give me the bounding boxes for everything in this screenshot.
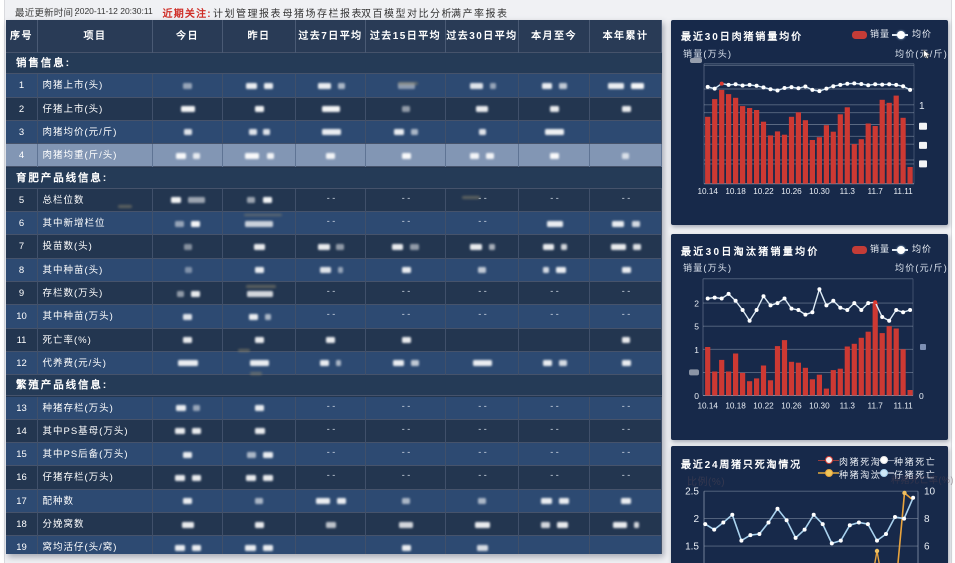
svg-text:2: 2 xyxy=(693,514,699,525)
svg-text:11.3: 11.3 xyxy=(840,402,856,411)
svg-text:10: 10 xyxy=(924,487,936,498)
svg-text:0: 0 xyxy=(919,391,924,401)
svg-text:10.26: 10.26 xyxy=(781,402,802,411)
svg-text:10.18: 10.18 xyxy=(725,187,746,196)
svg-text:1: 1 xyxy=(919,101,925,112)
svg-text:8: 8 xyxy=(924,514,930,525)
svg-text:10.22: 10.22 xyxy=(753,187,774,196)
svg-text:11.11: 11.11 xyxy=(893,187,913,196)
svg-text:11.7: 11.7 xyxy=(868,187,884,196)
svg-text:10.30: 10.30 xyxy=(809,187,830,196)
svg-text:1.5: 1.5 xyxy=(685,542,699,553)
svg-text:10.30: 10.30 xyxy=(809,402,830,411)
svg-text:6: 6 xyxy=(924,542,930,553)
svg-text:5: 5 xyxy=(694,322,699,332)
svg-text:10.14: 10.14 xyxy=(697,402,718,411)
svg-text:11.3: 11.3 xyxy=(840,187,856,196)
svg-text:11.11: 11.11 xyxy=(893,402,913,411)
svg-text:1: 1 xyxy=(694,345,699,355)
svg-text:2.5: 2.5 xyxy=(685,487,699,498)
svg-text:11.7: 11.7 xyxy=(868,402,884,411)
svg-text:2: 2 xyxy=(694,299,699,309)
svg-text:10.14: 10.14 xyxy=(697,187,718,196)
svg-text:0: 0 xyxy=(694,391,699,401)
svg-text:10.18: 10.18 xyxy=(725,402,746,411)
svg-text:10.26: 10.26 xyxy=(781,187,802,196)
svg-text:10.22: 10.22 xyxy=(753,402,774,411)
